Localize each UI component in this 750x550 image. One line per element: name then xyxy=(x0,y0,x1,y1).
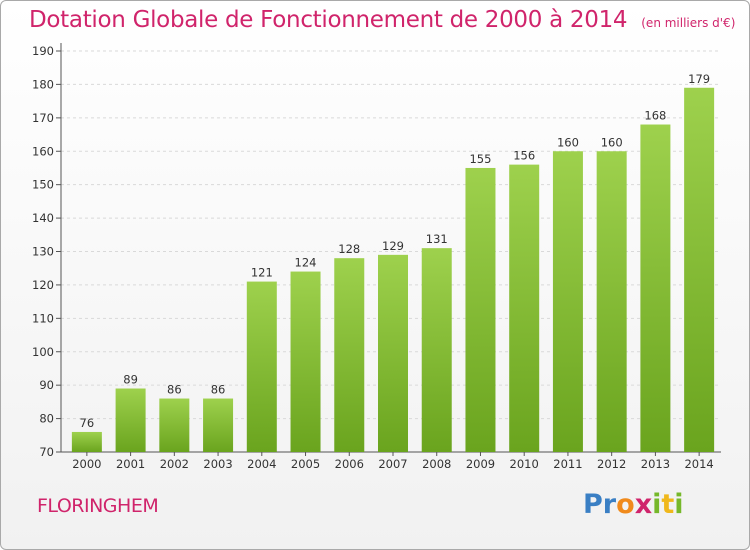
bar xyxy=(684,87,715,452)
y-tick-label: 100 xyxy=(32,345,54,359)
x-tick-label: 2006 xyxy=(335,457,364,471)
data-label: 131 xyxy=(426,232,448,246)
bar xyxy=(159,398,190,452)
x-tick-label: 2009 xyxy=(466,457,495,471)
y-tick-label: 120 xyxy=(32,278,54,292)
logo-letter: x xyxy=(634,489,653,520)
x-tick-label: 2013 xyxy=(641,457,670,471)
x-tick-label: 2011 xyxy=(553,457,582,471)
bar xyxy=(334,258,365,452)
x-tick-label: 2014 xyxy=(684,457,713,471)
x-tick-label: 2004 xyxy=(247,457,276,471)
bar xyxy=(465,167,496,453)
data-label: 179 xyxy=(688,72,710,86)
bar xyxy=(246,281,277,452)
axes: 70 80 90 100 110 120 130 140 150 160 170 180 190 2000… xyxy=(32,43,721,471)
logo-letter: i xyxy=(652,489,662,520)
x-tick-label: 2012 xyxy=(597,457,626,471)
y-tick-label: 180 xyxy=(32,77,54,91)
bars xyxy=(71,87,715,453)
logo-letter: P xyxy=(583,489,603,520)
y-tick-label: 70 xyxy=(39,445,54,459)
data-label: 86 xyxy=(167,383,182,397)
bar xyxy=(378,254,408,452)
labels: 76 89 86 86 121 124 128 129 131 155 156 160 160 168 17… xyxy=(80,72,711,430)
data-label: 121 xyxy=(251,266,273,280)
data-label: 76 xyxy=(80,416,95,430)
logo-letter: t xyxy=(661,489,675,520)
logo-letter: i xyxy=(674,489,684,520)
title-text: Dotation Globale de Fonctionnement de 20… xyxy=(29,7,628,33)
x-tick-label: 2007 xyxy=(378,457,407,471)
y-tick-label: 140 xyxy=(32,211,54,225)
logo-letter: r xyxy=(602,489,617,520)
bar xyxy=(290,271,321,452)
x-tick-label: 2002 xyxy=(160,457,189,471)
bar xyxy=(640,124,671,453)
data-label: 160 xyxy=(557,135,579,149)
chart-subtitle: (en milliers d'€) xyxy=(641,16,736,30)
data-label: 89 xyxy=(123,373,138,387)
y-tick-label: 170 xyxy=(32,111,54,125)
y-tick-label: 110 xyxy=(32,311,54,325)
bar xyxy=(71,431,102,452)
data-label: 86 xyxy=(211,383,226,397)
bar xyxy=(115,388,146,452)
data-label: 156 xyxy=(513,149,535,163)
data-label: 129 xyxy=(382,239,404,253)
commune-name: FLORINGHEM xyxy=(37,495,159,517)
proxiti-logo[interactable]: Proxiti xyxy=(583,489,684,520)
y-tick-label: 190 xyxy=(32,44,54,58)
bar xyxy=(203,398,234,452)
y-tick-label: 80 xyxy=(39,412,54,426)
bar xyxy=(509,164,540,452)
x-tick-label: 2005 xyxy=(291,457,320,471)
data-label: 124 xyxy=(295,256,317,270)
x-tick-label: 2008 xyxy=(422,457,451,471)
chart-title: Dotation Globale de Fonctionnement de 20… xyxy=(29,7,735,33)
data-label: 160 xyxy=(601,135,623,149)
x-tick-label: 2001 xyxy=(116,457,145,471)
x-tick-label: 2000 xyxy=(72,457,101,471)
bar xyxy=(421,248,452,452)
y-tick-label: 150 xyxy=(32,178,54,192)
x-tick-label: 2003 xyxy=(203,457,232,471)
y-tick-label: 90 xyxy=(39,378,54,392)
y-tick-label: 160 xyxy=(32,144,54,158)
y-tick-label: 130 xyxy=(32,245,54,259)
data-label: 155 xyxy=(469,152,491,166)
data-label: 128 xyxy=(338,242,360,256)
x-tick-label: 2010 xyxy=(510,457,539,471)
logo-letter: o xyxy=(616,489,635,520)
bar xyxy=(552,151,583,452)
data-label: 168 xyxy=(644,109,666,123)
bar xyxy=(596,151,627,452)
